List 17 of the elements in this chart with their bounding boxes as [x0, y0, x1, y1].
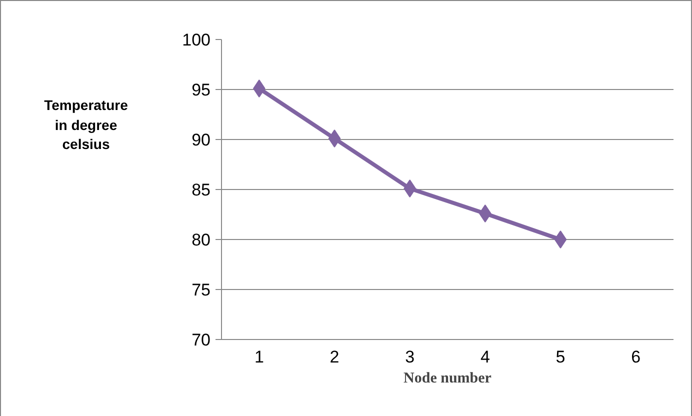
x-tick-label: 5 [556, 348, 566, 366]
x-tick-label: 3 [405, 348, 415, 366]
x-tick-label: 4 [480, 348, 490, 366]
y-tick-label: 70 [192, 330, 211, 350]
x-tick-label: 6 [631, 348, 641, 366]
point [328, 130, 341, 148]
y-tick-label: 75 [192, 280, 211, 300]
x-tick-label: 2 [330, 348, 340, 366]
y-tick-label: 90 [192, 130, 211, 150]
point [554, 230, 567, 248]
y-tick-label: 100 [182, 30, 211, 50]
y-tick-label: 85 [192, 180, 211, 200]
y-tick-label: 80 [192, 230, 211, 250]
y-tick-label: 95 [192, 80, 211, 100]
y-axis-title: Temperature in degree celsius [44, 96, 128, 154]
x-tick-label: 1 [254, 348, 264, 366]
x-axis-title: Node number [404, 370, 492, 386]
